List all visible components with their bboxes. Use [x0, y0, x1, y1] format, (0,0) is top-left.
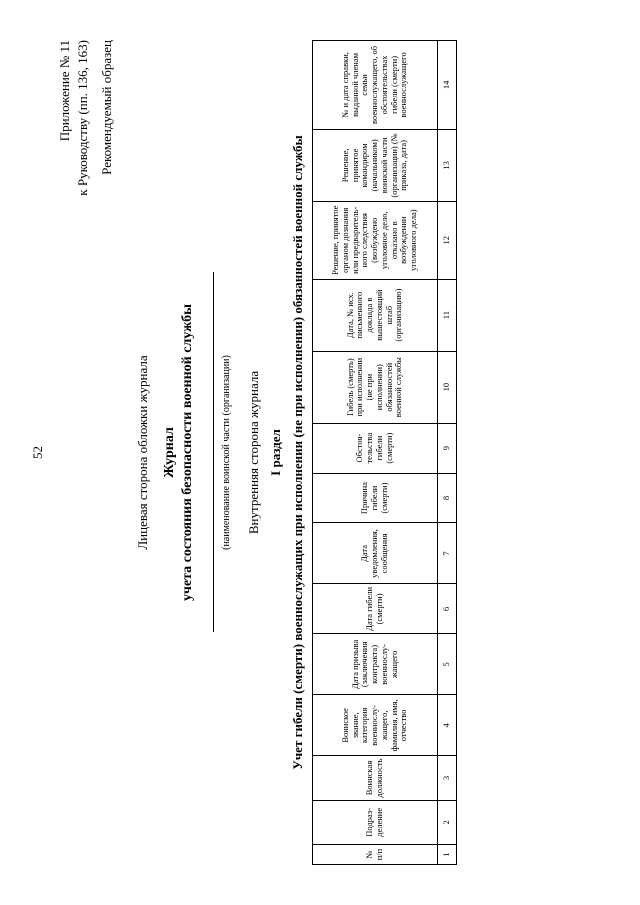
header-table: № п/пПодраз-делениеВоинская должностьВои… — [312, 40, 457, 865]
col-header: Воинское звание, категория военнослу-жащ… — [312, 695, 437, 756]
col-header: Обстоя-тельства гибели (смерти) — [312, 423, 437, 473]
col-number: 13 — [437, 129, 456, 201]
attachment-block: Приложение № 11 к Руководству (пп. 136, … — [56, 40, 117, 865]
attachment-line1: Приложение № 11 — [56, 40, 74, 865]
col-number: 7 — [437, 523, 456, 584]
col-header: Подраз-деление — [312, 800, 437, 844]
col-number: 6 — [437, 584, 456, 634]
journal-title-1: Журнал — [161, 40, 179, 865]
col-header: № п/п — [312, 845, 437, 865]
col-number: 2 — [437, 800, 456, 844]
attachment-line2: к Руководству (пп. 136, 163) — [74, 40, 92, 865]
col-header: Дата уведомления, сообщения — [312, 523, 437, 584]
section-1-label: I раздел — [268, 40, 284, 865]
col-header: Дата гибели (смерти) — [312, 584, 437, 634]
col-header: Гибель (смерть) при исполнении (не при и… — [312, 351, 437, 423]
col-header: Дата, № исх. письменного доклада в вышес… — [312, 279, 437, 351]
col-number: 5 — [437, 634, 456, 695]
col-number: 11 — [437, 279, 456, 351]
col-header: Решение, принятое командиром (начальнико… — [312, 129, 437, 201]
cover-side-label: Лицевая сторона обложки журнала — [135, 40, 151, 865]
col-number: 14 — [437, 41, 456, 130]
inner-side-label: Внутренняя сторона журнала — [246, 40, 262, 865]
col-number: 10 — [437, 351, 456, 423]
col-number: 8 — [437, 473, 456, 523]
section-1-title: Учет гибели (смерти) военнослужащих при … — [290, 40, 306, 865]
col-number: 12 — [437, 201, 456, 279]
journal-title-2: учета состояния безопасности военной слу… — [179, 40, 197, 865]
attachment-line3: Рекомендуемый образец — [98, 40, 116, 865]
org-underline — [201, 40, 219, 865]
org-note: (наименование воинской части (организаци… — [221, 40, 232, 865]
col-number: 9 — [437, 423, 456, 473]
col-number: 4 — [437, 695, 456, 756]
col-header: Дата призыва (заключения контракта) воен… — [312, 634, 437, 695]
page-number: 52 — [30, 40, 46, 865]
col-header: Воинская должность — [312, 756, 437, 800]
col-header: Причина гибели (смерти) — [312, 473, 437, 523]
col-header: Решение, принятое органом дознания или п… — [312, 201, 437, 279]
col-number: 1 — [437, 845, 456, 865]
col-header: № и дата справки, выданной членам семьи … — [312, 41, 437, 130]
col-number: 3 — [437, 756, 456, 800]
